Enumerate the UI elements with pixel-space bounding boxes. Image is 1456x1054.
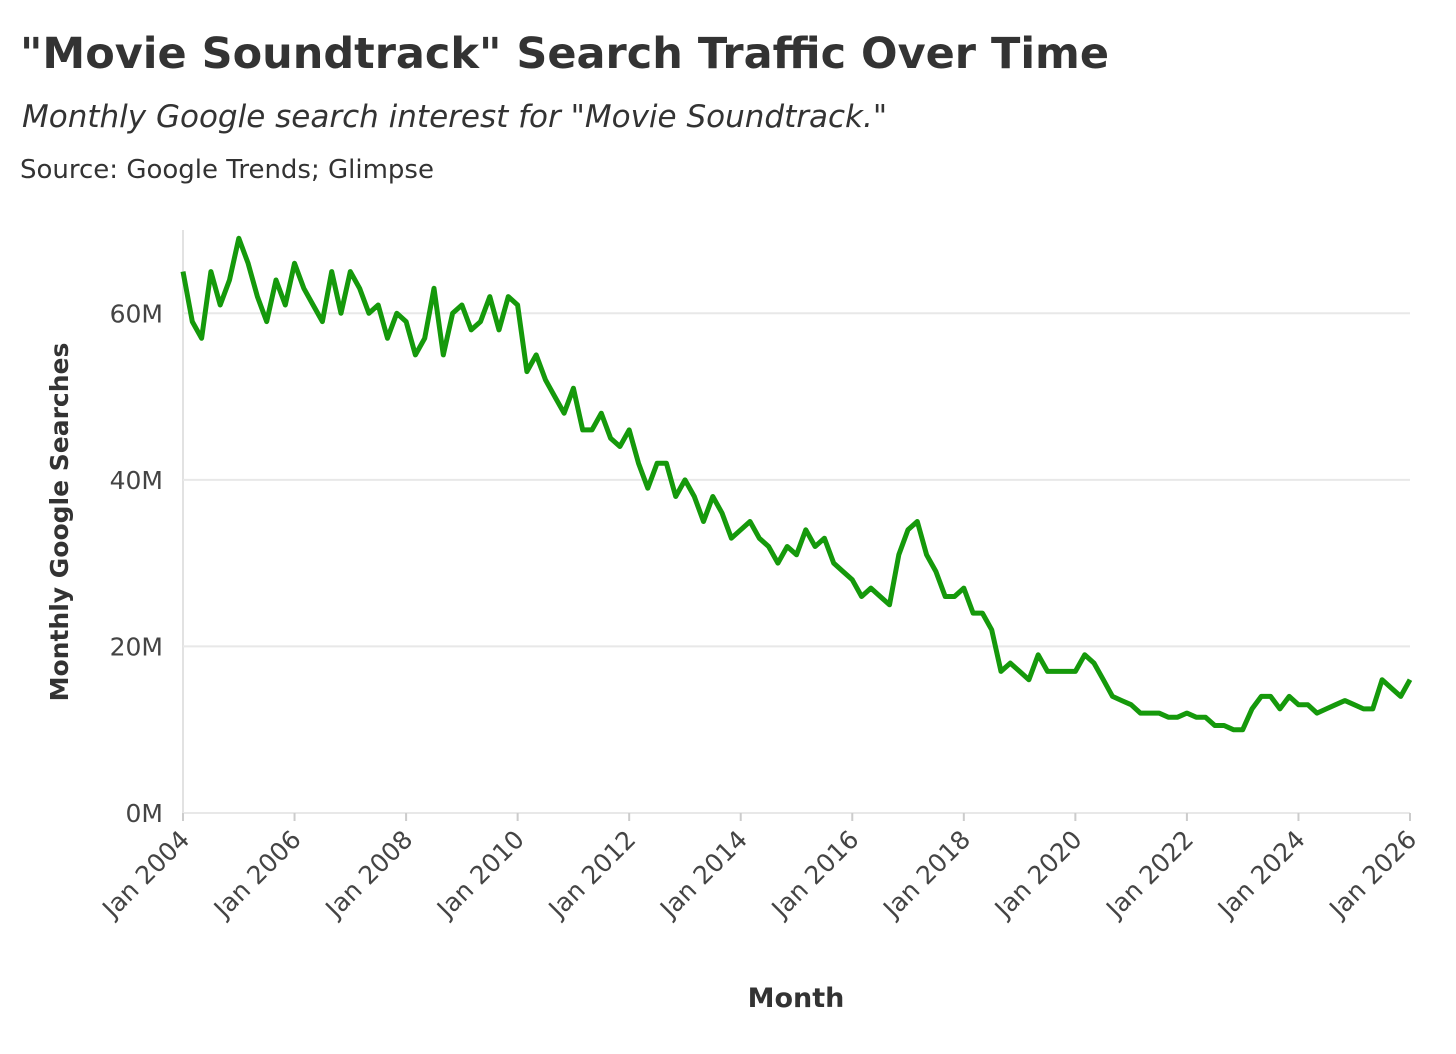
x-tick-label: Jan 2020: [988, 825, 1088, 925]
y-tick-label: 60M: [110, 299, 163, 328]
chart-source: Source: Google Trends; Glimpse: [20, 155, 434, 185]
x-tick-label: Jan 2024: [1211, 825, 1311, 925]
x-tick-label: Jan 2006: [207, 825, 307, 925]
x-tick-label: Jan 2010: [430, 825, 530, 925]
x-tick-label: Jan 2026: [1322, 825, 1422, 925]
y-tick-label: 20M: [110, 632, 163, 661]
x-tick-label: Jan 2018: [876, 825, 976, 925]
x-axis-label: Month: [748, 983, 845, 1014]
x-tick-label: Jan 2004: [95, 825, 195, 925]
x-tick-label: Jan 2008: [319, 825, 419, 925]
y-tick-label: 0M: [126, 799, 163, 828]
y-tick-label: 40M: [110, 466, 163, 495]
x-tick-label: Jan 2022: [1099, 825, 1199, 925]
x-tick-label: Jan 2016: [765, 825, 865, 925]
data-line: [180, 235, 1413, 733]
x-tick-label: Jan 2014: [653, 825, 753, 925]
chart-title: "Movie Soundtrack" Search Traffic Over T…: [20, 29, 1109, 79]
x-tick-label: Jan 2012: [542, 825, 642, 925]
chart-subtitle: Monthly Google search interest for "Movi…: [22, 99, 887, 135]
y-axis-label: Monthly Google Searches: [45, 343, 74, 702]
